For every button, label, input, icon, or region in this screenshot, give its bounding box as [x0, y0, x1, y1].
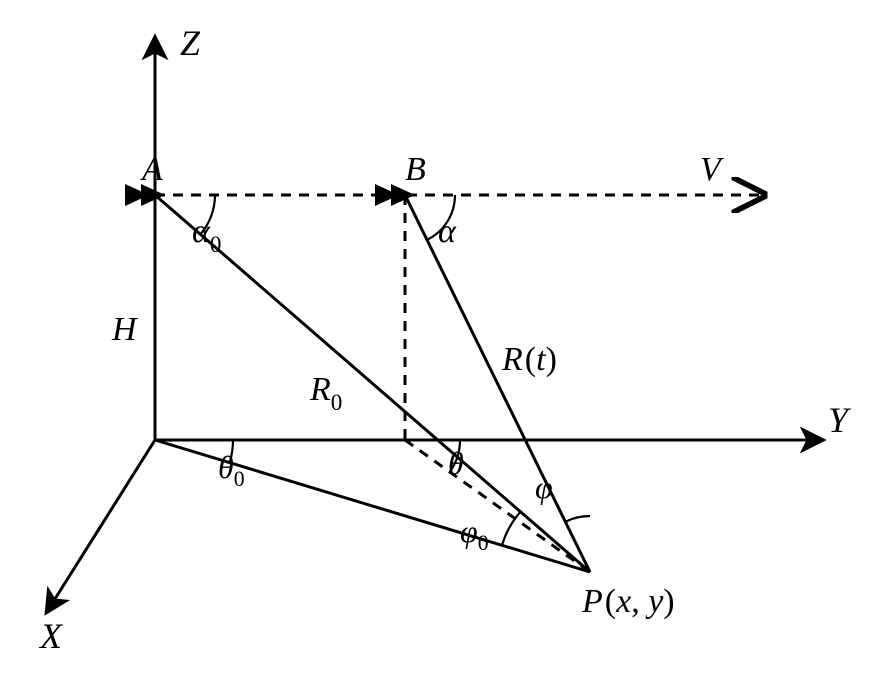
arc-phi	[565, 516, 590, 522]
label-R0: R0	[309, 371, 342, 416]
axis-y-label: Y	[828, 400, 852, 440]
label-Rt: R(t)	[501, 341, 557, 378]
label-alpha: α	[438, 213, 457, 250]
label-phi: φ	[535, 469, 553, 505]
seg-Rt	[405, 195, 590, 572]
label-P-name: P	[581, 583, 603, 620]
label-phi0: φ0	[460, 513, 489, 555]
label-theta: θ	[448, 445, 464, 481]
label-B: B	[405, 151, 426, 188]
label-theta0: θ0	[218, 449, 245, 491]
axis-x-label: X	[38, 616, 64, 656]
geometry-diagram: Z Y X V A B P(x, y)	[0, 0, 873, 684]
axis-z-label: Z	[180, 23, 201, 63]
seg-BpP	[405, 440, 590, 572]
label-P: P(x, y)	[581, 583, 675, 620]
velocity-label: V	[700, 151, 725, 188]
axis-x	[48, 440, 155, 610]
label-alpha0: α0	[192, 213, 221, 258]
label-H: H	[111, 311, 139, 348]
label-A: A	[140, 151, 163, 188]
